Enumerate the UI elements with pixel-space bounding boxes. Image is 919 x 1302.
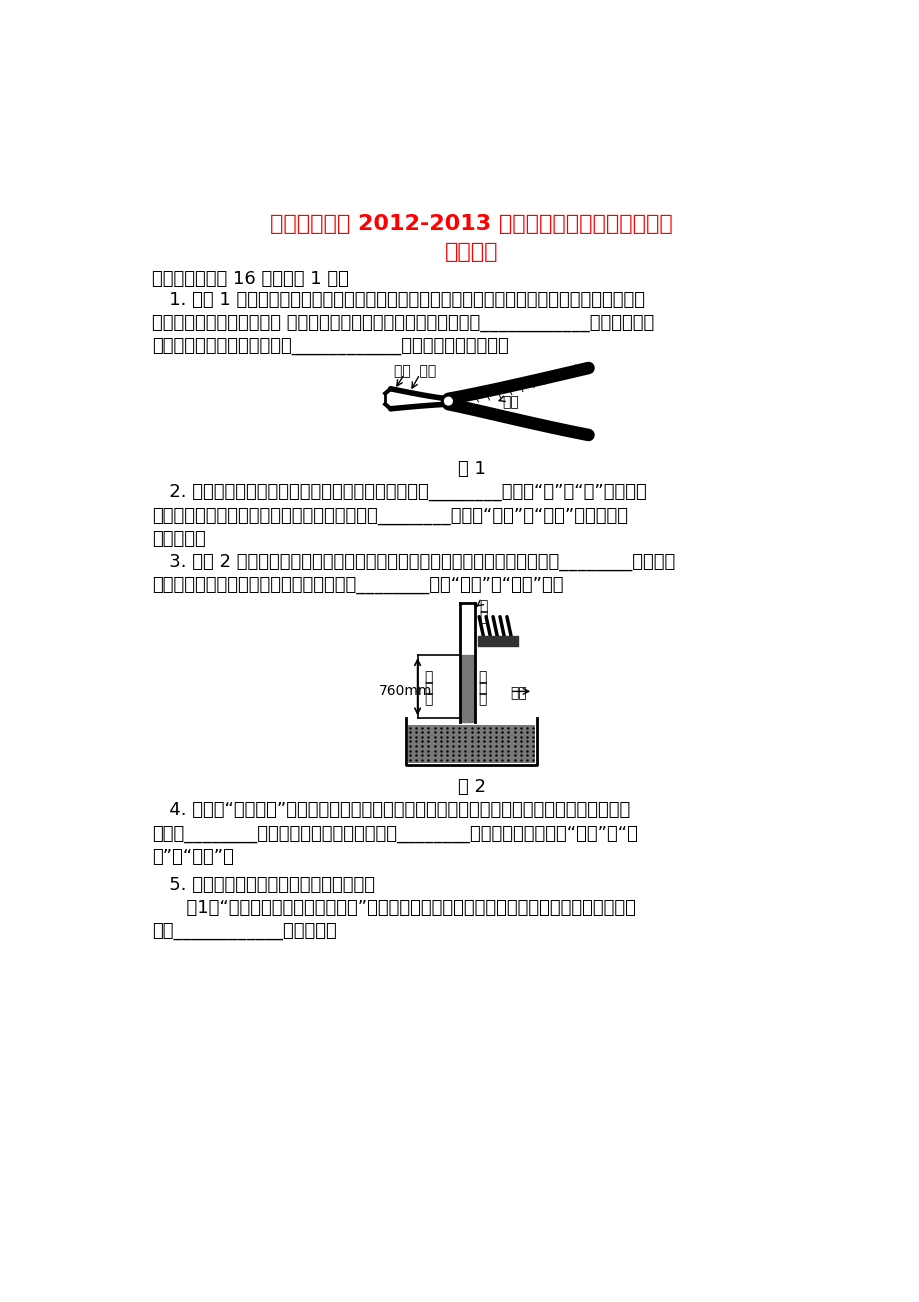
Text: 根据题中要求解答以下问题 钓丝钓是根据杠杆原理制成的，它是一种____________杠杆，钓柄套: 根据题中要求解答以下问题 钓丝钓是根据杠杆原理制成的，它是一种_________… — [152, 314, 653, 332]
Bar — [407, 724, 535, 763]
Text: （1）“强弩之末势不能穿鲁缟者也”。强弩之末不能穿透薄薄的丝绸，说明物体的动能大小与: （1）“强弩之末势不能穿鲁缟者也”。强弩之末不能穿透薄薄的丝绸，说明物体的动能大… — [152, 900, 635, 918]
Text: 的浮力________李子受到的浮力，西瓜的密度________李子的密度。（选填“大于”、“小: 的浮力________李子受到的浮力，西瓜的密度________李子的密度。（选… — [152, 824, 637, 842]
Text: 2. 行驶的客车打开车窗后，车窗上悬挂的窗帘会向车________（选填“内”或“外”）飘动。: 2. 行驶的客车打开车窗后，车窗上悬挂的窗帘会向车________（选填“内”或… — [152, 483, 646, 501]
Circle shape — [444, 397, 452, 405]
Text: 而造成的。: 而造成的。 — [152, 530, 206, 548]
Text: 这是由于车外空气流速大于车内，使车外的气压________（选填“大于”或“小于”）车内气压: 这是由于车外空气流速大于车内，使车外的气压________（选填“大于”或“小于… — [152, 506, 628, 525]
Text: 1. 如图 1 所示，钓丝钓是电工常用工具，它的用途广泛，并应用了许多我们所学的物理知识，请: 1. 如图 1 所示，钓丝钓是电工常用工具，它的用途广泛，并应用了许多我们所学的… — [152, 290, 644, 309]
Text: 760mm: 760mm — [379, 684, 432, 698]
Text: 图 2: 图 2 — [457, 779, 485, 797]
Text: 物理试卷: 物理试卷 — [444, 242, 498, 263]
Text: 水銀: 水銀 — [509, 686, 527, 700]
Text: 江西省吉州区 2012-2013 学年第二学期八年级期末检测: 江西省吉州区 2012-2013 学年第二学期八年级期末检测 — [270, 214, 672, 234]
Text: 5. 请分析以下两个有关能量形式的问题。: 5. 请分析以下两个有关能量形式的问题。 — [152, 876, 375, 894]
Text: 图 1: 图 1 — [457, 461, 485, 478]
Text: 气: 气 — [424, 681, 432, 695]
Text: 大: 大 — [478, 671, 486, 685]
Text: 压: 压 — [478, 693, 486, 706]
Text: 气: 气 — [478, 681, 486, 695]
Text: 空: 空 — [479, 609, 487, 624]
Text: 真: 真 — [479, 599, 487, 613]
Text: 套管: 套管 — [502, 395, 518, 409]
Text: 3. 如图 2 是测定大气压强的实验，利用该装置最早测出大气压数值的科学家是________。不同海: 3. 如图 2 是测定大气压强的实验，利用该装置最早测出大气压数值的科学家是__… — [152, 553, 675, 570]
Text: 大: 大 — [424, 671, 432, 685]
Text: 一、填空题（八 16 分，每空 1 分）: 一、填空题（八 16 分，每空 1 分） — [152, 271, 348, 288]
Text: 压: 压 — [424, 693, 432, 706]
Text: 4. 俗话说“瓜浮李沉”，意思是西瓜投入水中可以漂浮，李子投入水中会下沉。漂浮的西瓜受到: 4. 俗话说“瓜浮李沉”，意思是西瓜投入水中可以漂浮，李子投入水中会下沉。漂浮的… — [152, 802, 630, 819]
Text: 管上一般都有花纹，这是为了____________摩擦（增大或减小）。: 管上一般都有花纹，这是为了____________摩擦（增大或减小）。 — [152, 337, 508, 355]
Text: 钓口  刀口: 钓口 刀口 — [394, 365, 437, 378]
Circle shape — [441, 395, 455, 408]
Text: 它的____________大小有关。: 它的____________大小有关。 — [152, 922, 336, 940]
Text: 于”或“等于”）: 于”或“等于”） — [152, 848, 233, 866]
Text: 拔高度的大气压不一样，它随高度的增加而________（填“增大”或“减小”）。: 拔高度的大气压不一样，它随高度的增加而________（填“增大”或“减小”）。 — [152, 575, 562, 594]
